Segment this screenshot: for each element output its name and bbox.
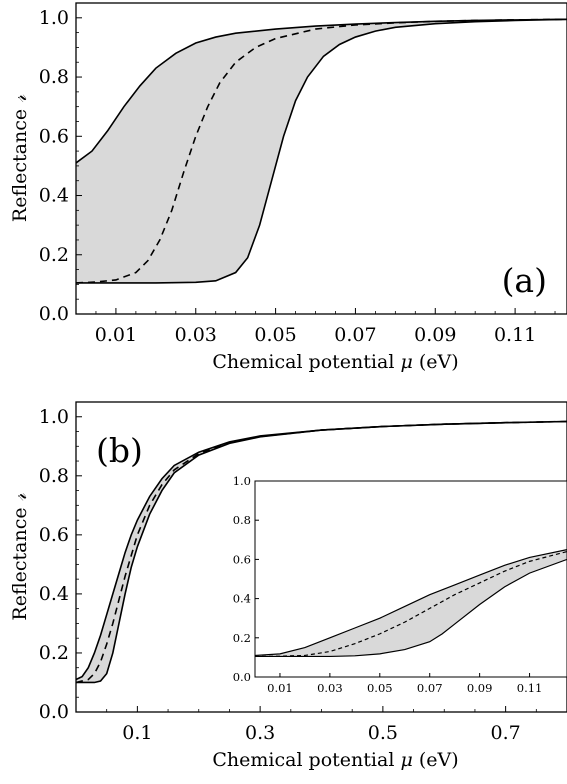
panel-label: (b) (96, 431, 143, 470)
x-axis-title-text: Chemical potential (212, 749, 400, 771)
solid-curve-2 (76, 18, 567, 284)
y-tick-label: 0.0 (39, 701, 69, 723)
x-tick-label: 0.05 (254, 324, 296, 346)
x-tick-label: 0.01 (95, 324, 137, 346)
y-tick-label: 1.0 (39, 7, 69, 29)
x-tick-label: 0.11 (517, 681, 543, 695)
y-tick-label: 0.8 (39, 66, 69, 88)
shaded-band (76, 19, 567, 283)
y-tick-label: 0.6 (39, 125, 69, 147)
x-tick-label: 0.09 (467, 681, 493, 695)
x-tick-label: 0.03 (317, 681, 343, 695)
x-tick-label: 0.7 (491, 722, 521, 744)
x-axis-title-symbol: μ (400, 749, 412, 771)
y-axis-title-text: Reflectance (9, 103, 31, 222)
x-axis-title-unit: (eV) (413, 351, 459, 373)
y-tick-label: 0.6 (233, 552, 251, 566)
y-tick-label: 0.6 (39, 524, 69, 546)
panel-0: 0.0 0.2 0.4 0.6 0.8 1.0 0.01 0.03 0.05 0.07 0.09 0.… (9, 2, 567, 373)
panel-label: (a) (502, 261, 547, 300)
dashed-curve-1 (75, 18, 567, 284)
dashed-curve-1 (254, 550, 567, 658)
x-axis-title: Chemical potential μ (eV) (212, 749, 458, 771)
y-tick-label: 0.2 (39, 244, 69, 266)
y-tick-label: 0.8 (233, 513, 251, 527)
y-axis-title-text: Reflectance (9, 501, 31, 620)
solid-curve-0 (75, 18, 567, 164)
x-tick-label: 0.07 (334, 324, 376, 346)
y-tick-label: 0.0 (233, 670, 251, 684)
x-tick-label: 0.11 (494, 324, 536, 346)
y-axis-title-symbol: 𝓇 (9, 492, 31, 501)
y-axis-title-symbol: 𝓇 (9, 94, 31, 103)
x-tick-label: 0.07 (417, 681, 443, 695)
y-tick-label: 0.4 (39, 583, 69, 605)
x-tick-label: 0.05 (367, 681, 393, 695)
y-tick-label: 0.0 (39, 303, 69, 325)
x-tick-label: 0.03 (175, 324, 217, 346)
solid-curve-0 (254, 549, 567, 657)
y-tick-label: 1.0 (39, 406, 69, 428)
y-tick-label: 1.0 (233, 474, 251, 488)
solid-curve-2 (76, 420, 567, 684)
y-tick-label: 0.2 (39, 642, 69, 664)
x-axis-title-symbol: μ (400, 351, 412, 373)
y-tick-label: 0.2 (233, 631, 251, 645)
panel-2: 0.0 0.2 0.4 0.6 0.8 1.0 0.01 0.03 0.05 0.07 0.09 0.… (233, 474, 567, 695)
plot-frame (75, 2, 567, 315)
y-tick-label: 0.4 (233, 592, 251, 606)
x-axis-title: Chemical potential μ (eV) (212, 351, 458, 373)
x-tick-label: 0.01 (267, 681, 293, 695)
x-tick-label: 0.5 (368, 722, 398, 744)
y-axis-title: Reflectance 𝓇 (9, 492, 31, 620)
y-axis-title: Reflectance 𝓇 (9, 94, 31, 222)
x-axis-title-text: Chemical potential (212, 351, 400, 373)
panel-1: 0.0 0.2 0.4 0.6 0.8 1.0 0.1 0.3 0.5 0.7 Chemical p… (9, 401, 567, 771)
x-axis-title-unit: (eV) (413, 749, 459, 771)
shaded-band (255, 549, 567, 657)
y-tick-label: 0.4 (39, 185, 69, 207)
y-tick-label: 0.8 (39, 465, 69, 487)
solid-curve-2 (255, 558, 567, 658)
plot-frame (254, 480, 567, 678)
x-tick-label: 0.09 (414, 324, 456, 346)
x-tick-label: 0.1 (122, 722, 152, 744)
x-tick-label: 0.3 (245, 722, 275, 744)
